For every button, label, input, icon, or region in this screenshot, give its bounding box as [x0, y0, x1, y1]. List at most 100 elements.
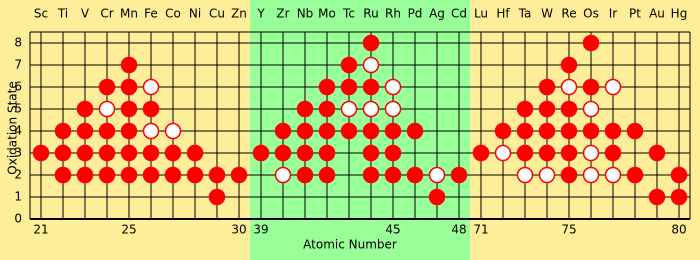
oxidation-dot — [164, 122, 182, 140]
oxidation-dot — [54, 166, 72, 184]
y-tick-label: 3 — [14, 146, 22, 160]
element-label: Zn — [231, 7, 247, 21]
oxidation-dot — [318, 100, 336, 118]
oxidation-dot — [494, 144, 512, 162]
y-tick-label: 1 — [14, 190, 22, 204]
oxidation-dot — [98, 122, 116, 140]
oxidation-dot — [384, 122, 402, 140]
oxidation-dot — [98, 78, 116, 96]
oxidation-dot — [208, 166, 226, 184]
element-label: Y — [256, 7, 265, 21]
oxidation-dot — [164, 144, 182, 162]
element-label: Au — [649, 7, 665, 21]
oxidation-dot — [296, 144, 314, 162]
oxidation-dot — [582, 144, 600, 162]
oxidation-dot — [406, 122, 424, 140]
oxidation-dot — [362, 166, 380, 184]
y-tick-label: 7 — [14, 58, 22, 72]
element-label: Pt — [629, 7, 641, 21]
oxidation-dot — [98, 144, 116, 162]
element-label: Hg — [671, 7, 688, 21]
element-label: Ni — [189, 7, 201, 21]
oxidation-dot — [538, 122, 556, 140]
oxidation-dot — [384, 166, 402, 184]
oxidation-dot — [274, 166, 292, 184]
oxidation-dot — [582, 166, 600, 184]
x-tick-label: 21 — [33, 223, 48, 237]
oxidation-dot — [340, 122, 358, 140]
element-label: Ta — [518, 7, 532, 21]
oxidation-dot — [626, 166, 644, 184]
oxidation-dot — [120, 56, 138, 74]
x-tick-label: 25 — [121, 223, 136, 237]
oxidation-dot — [384, 100, 402, 118]
oxidation-dot — [670, 166, 688, 184]
oxidation-dot — [296, 166, 314, 184]
oxidation-dot — [582, 122, 600, 140]
oxidation-dot — [648, 144, 666, 162]
oxidation-dot — [516, 166, 534, 184]
y-tick-label: 5 — [14, 102, 22, 116]
oxidation-dot — [120, 122, 138, 140]
oxidation-dot — [318, 166, 336, 184]
oxidation-dot — [428, 166, 446, 184]
y-axis-label: Oxidation State — [6, 81, 20, 174]
element-label: Co — [165, 7, 181, 21]
oxidation-dot — [186, 166, 204, 184]
oxidation-dot — [362, 56, 380, 74]
oxidation-dot — [76, 122, 94, 140]
element-label: Lu — [474, 7, 488, 21]
oxidation-dot — [362, 34, 380, 52]
oxidation-dot — [626, 122, 644, 140]
oxidation-dot — [274, 144, 292, 162]
oxidation-dot — [450, 166, 468, 184]
x-axis-label: Atomic Number — [303, 238, 397, 252]
oxidation-dot — [318, 122, 336, 140]
y-tick-label: 6 — [14, 80, 22, 94]
oxidation-dot — [340, 100, 358, 118]
x-tick-label: 48 — [451, 223, 466, 237]
oxidation-dot — [142, 122, 160, 140]
oxidation-dot — [582, 100, 600, 118]
oxidation-dot — [76, 144, 94, 162]
oxidation-dot — [318, 144, 336, 162]
oxidation-dot — [98, 166, 116, 184]
element-label: V — [81, 7, 90, 21]
oxidation-dot — [120, 144, 138, 162]
oxidation-dot — [142, 100, 160, 118]
oxidation-dot — [362, 100, 380, 118]
oxidation-dot — [560, 122, 578, 140]
x-tick-label: 75 — [561, 223, 576, 237]
y-tick-label: 4 — [14, 124, 22, 138]
oxidation-dot — [142, 144, 160, 162]
oxidation-dot — [120, 166, 138, 184]
oxidation-dot — [516, 100, 534, 118]
oxidation-dot — [120, 100, 138, 118]
oxidation-dot — [76, 100, 94, 118]
x-tick-label: 30 — [231, 223, 246, 237]
oxidation-dot — [76, 166, 94, 184]
element-label: Pd — [408, 7, 423, 21]
element-label: Cu — [209, 7, 225, 21]
oxidation-dot — [54, 144, 72, 162]
oxidation-dot — [208, 188, 226, 206]
oxidation-dot — [538, 78, 556, 96]
oxidation-dot — [318, 78, 336, 96]
oxidation-dot — [384, 78, 402, 96]
oxidation-dot — [428, 188, 446, 206]
oxidation-dot — [538, 166, 556, 184]
oxidation-dot — [516, 144, 534, 162]
oxidation-dot — [164, 166, 182, 184]
oxidation-dot — [340, 78, 358, 96]
oxidation-dot — [604, 122, 622, 140]
oxidation-dot — [604, 78, 622, 96]
oxidation-dot — [252, 144, 270, 162]
y-tick-label: 0 — [14, 212, 22, 226]
x-tick-label: 39 — [253, 223, 268, 237]
element-label: Ru — [363, 7, 378, 21]
element-label: W — [541, 7, 553, 21]
element-label: Ag — [429, 7, 445, 21]
oxidation-dot — [560, 56, 578, 74]
oxidation-dot — [582, 34, 600, 52]
